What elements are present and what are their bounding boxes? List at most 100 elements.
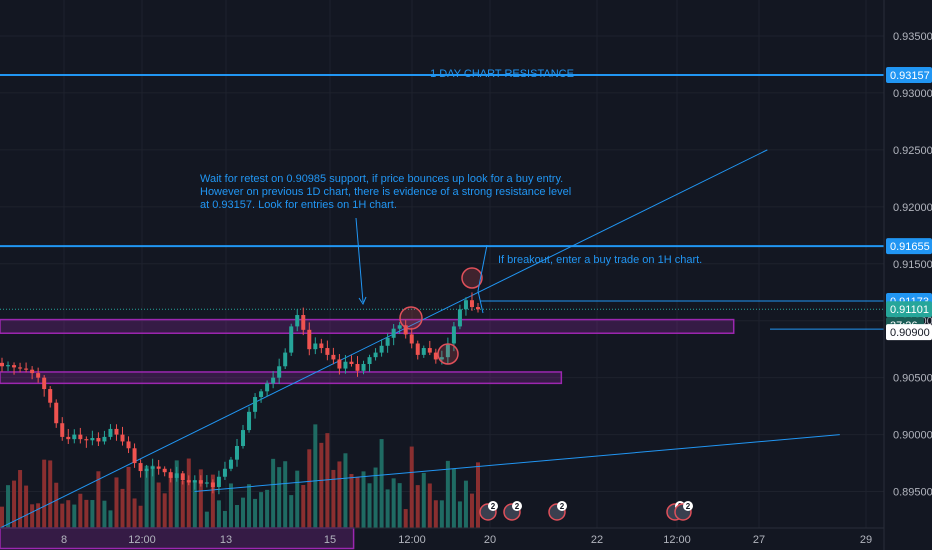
- candle-body: [476, 307, 480, 310]
- volume-bar: [168, 475, 173, 528]
- volume-bar: [204, 511, 209, 528]
- candle-body: [463, 300, 468, 310]
- event-badges[interactable]: 22232: [479, 501, 693, 521]
- candle-body: [439, 357, 444, 360]
- candle-body: [337, 359, 342, 369]
- event-count-label: 2: [686, 502, 691, 511]
- time-axis[interactable]: 8 12:00 13 15 12:00 20 22 12:00 27 29: [0, 527, 884, 546]
- candle-body: [259, 391, 264, 398]
- tag-support-bg: [886, 324, 932, 341]
- volume-bar: [90, 500, 95, 528]
- volume-bar: [72, 504, 77, 528]
- trendline[interactable]: [194, 434, 840, 493]
- volume-bar: [174, 460, 179, 528]
- candle-body: [204, 482, 209, 484]
- volume-bar: [192, 480, 197, 528]
- volume-bar: [307, 449, 312, 528]
- candle-body: [325, 348, 330, 355]
- candle-body: [54, 402, 59, 424]
- time-tick-label: 12:00: [398, 534, 426, 546]
- volume-bar: [301, 485, 306, 528]
- annotation-resistance: 1 DAY CHART RESISTANCE: [430, 68, 574, 80]
- candle-body: [78, 434, 83, 440]
- candle-body: [385, 337, 390, 346]
- volume-bar: [48, 460, 53, 528]
- annotation-arrowhead-1: [358, 296, 367, 306]
- candle-body: [247, 411, 252, 431]
- event-count-bubble: [488, 501, 498, 511]
- volume-bar: [463, 480, 468, 528]
- volume-bar: [337, 461, 342, 528]
- candle-body: [198, 480, 203, 484]
- resistance-zone[interactable]: [0, 318, 735, 334]
- candle-body: [343, 361, 348, 369]
- annotation-arrow-1: [355, 217, 364, 303]
- candle-body: [349, 361, 354, 364]
- candle-body: [301, 315, 306, 330]
- time-tick-label: 29: [860, 534, 872, 546]
- event-count-bubble: [557, 501, 567, 511]
- volume-bar: [385, 489, 390, 528]
- volume-bar: [265, 489, 270, 528]
- candle-body: [234, 445, 239, 460]
- event-badge[interactable]: 2: [503, 501, 522, 521]
- candle-body: [391, 328, 396, 338]
- candle-body: [313, 343, 318, 350]
- candle-body: [90, 438, 95, 441]
- candle-body: [331, 354, 336, 360]
- candle-body: [144, 468, 149, 472]
- candle-body: [186, 480, 191, 483]
- price-tick-label: 0.90500: [893, 373, 932, 385]
- volume-zone[interactable]: [0, 527, 355, 550]
- volume-bar: [102, 500, 107, 528]
- trendlines[interactable]: [0, 149, 840, 529]
- candle-body: [210, 482, 215, 487]
- volume-bar: [228, 483, 233, 528]
- candle-body: [277, 366, 282, 378]
- event-badge[interactable]: 2: [548, 501, 567, 521]
- candle-body: [415, 343, 420, 355]
- highlight-circle: [399, 306, 423, 330]
- volume-bar: [379, 439, 384, 528]
- annotation-breakout: If breakout, enter a buy trade on 1H cha…: [498, 254, 702, 266]
- volume-bar: [36, 503, 41, 528]
- volume-bar: [331, 469, 336, 528]
- tag-resistance-1d: 0.93157: [890, 70, 930, 82]
- price-tick-label: 0.92000: [893, 202, 932, 214]
- candle-body: [18, 367, 23, 369]
- volume-bar: [433, 500, 438, 528]
- volume-bar: [409, 446, 414, 528]
- volume-bar: [319, 442, 324, 528]
- volume-bar: [234, 504, 239, 528]
- time-tick-label: 20: [484, 534, 496, 546]
- volume-bar: [277, 467, 282, 528]
- volume-bar: [325, 433, 330, 528]
- volume-bar: [18, 470, 23, 528]
- volume-bar: [476, 462, 480, 528]
- candle-body: [445, 343, 450, 358]
- volume-bar: [54, 482, 59, 528]
- tag-last-price-bg: [886, 301, 932, 318]
- volume-bar: [198, 469, 203, 528]
- annotation-line-1: Wait for retest on 0.90985 support, if p…: [200, 173, 563, 185]
- time-tick-label: 12:00: [663, 534, 691, 546]
- horizontal-levels[interactable]: [0, 74, 884, 330]
- event-badge[interactable]: 2: [674, 501, 693, 521]
- event-badge[interactable]: 2: [479, 501, 498, 521]
- candle-body: [241, 430, 246, 446]
- price-tick-label: 0.92500: [893, 145, 932, 157]
- volume-bars: [0, 424, 480, 528]
- volume-bar: [289, 495, 294, 528]
- candle-body: [361, 363, 366, 371]
- time-tick-label: 27: [753, 534, 765, 546]
- candle-body: [120, 434, 125, 442]
- candle-body: [216, 476, 221, 487]
- volume-bar: [439, 500, 444, 528]
- volume-bar: [253, 498, 258, 528]
- volume-bar: [60, 503, 65, 528]
- event-count-label: 2: [515, 502, 520, 511]
- event-count-label: 2: [491, 502, 496, 511]
- candle-body: [469, 300, 474, 308]
- trendline[interactable]: [0, 149, 768, 529]
